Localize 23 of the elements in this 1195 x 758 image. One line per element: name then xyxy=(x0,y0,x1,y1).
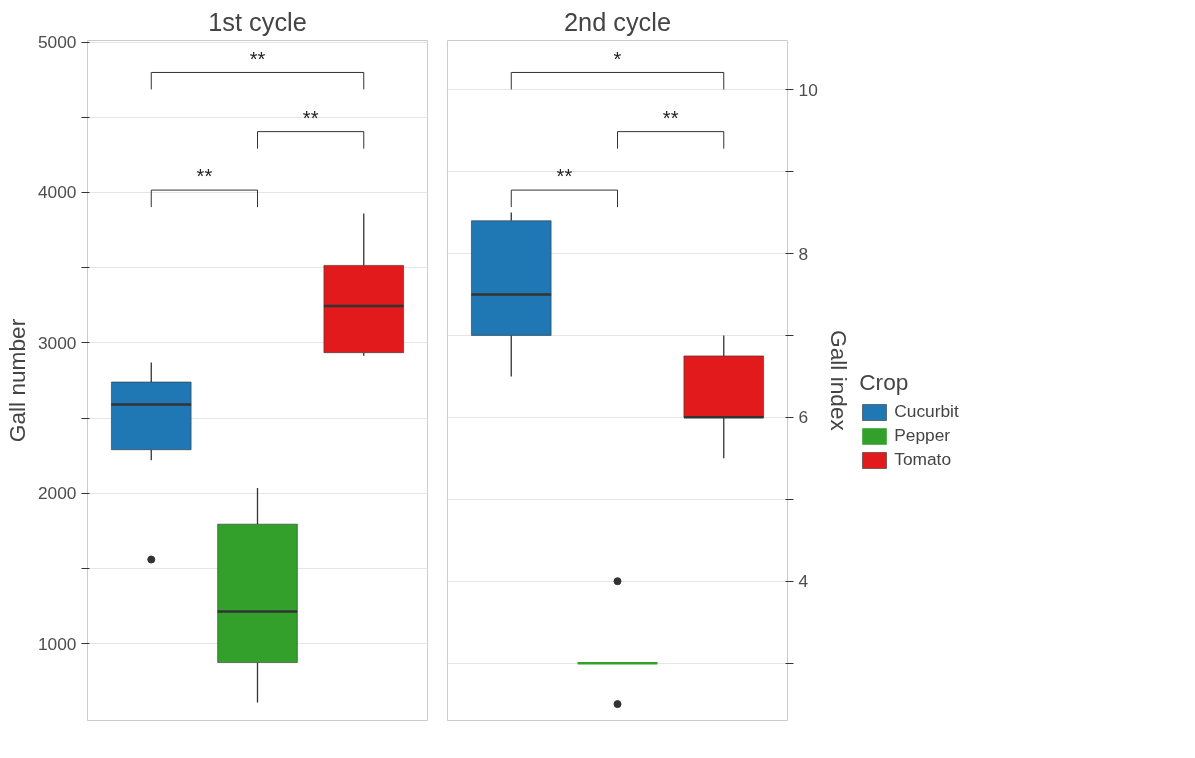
y-tick-label: 3000 xyxy=(37,332,77,353)
y2-tick-label: 8 xyxy=(798,243,809,264)
annotation: ** xyxy=(662,106,679,129)
legend-title: Crop xyxy=(859,369,910,396)
y2-tick-label: 4 xyxy=(798,571,809,592)
annotation: ** xyxy=(196,165,213,188)
y2-tick-label: 6 xyxy=(798,407,809,428)
legend-label: Tomato xyxy=(894,449,952,470)
legend-label: Cucurbit xyxy=(894,401,959,422)
legend-label: Pepper xyxy=(894,425,951,446)
chart-title: 1st cycle xyxy=(208,7,307,36)
y2-tick-label: 10 xyxy=(798,79,818,100)
chart-title: 2nd cycle xyxy=(564,7,672,36)
y-tick-label: 2000 xyxy=(37,483,77,504)
annotation: ** xyxy=(302,106,319,129)
annotation: ** xyxy=(556,165,573,188)
annotation: * xyxy=(613,47,622,70)
y-tick-label: 5000 xyxy=(37,32,77,52)
annotation: ** xyxy=(249,47,266,70)
y-tick-label: 4000 xyxy=(37,182,77,203)
y-tick-label: 1000 xyxy=(37,633,77,654)
y2-axis-title: Gall index xyxy=(825,330,852,432)
y-axis-title: Gall number xyxy=(3,318,30,443)
